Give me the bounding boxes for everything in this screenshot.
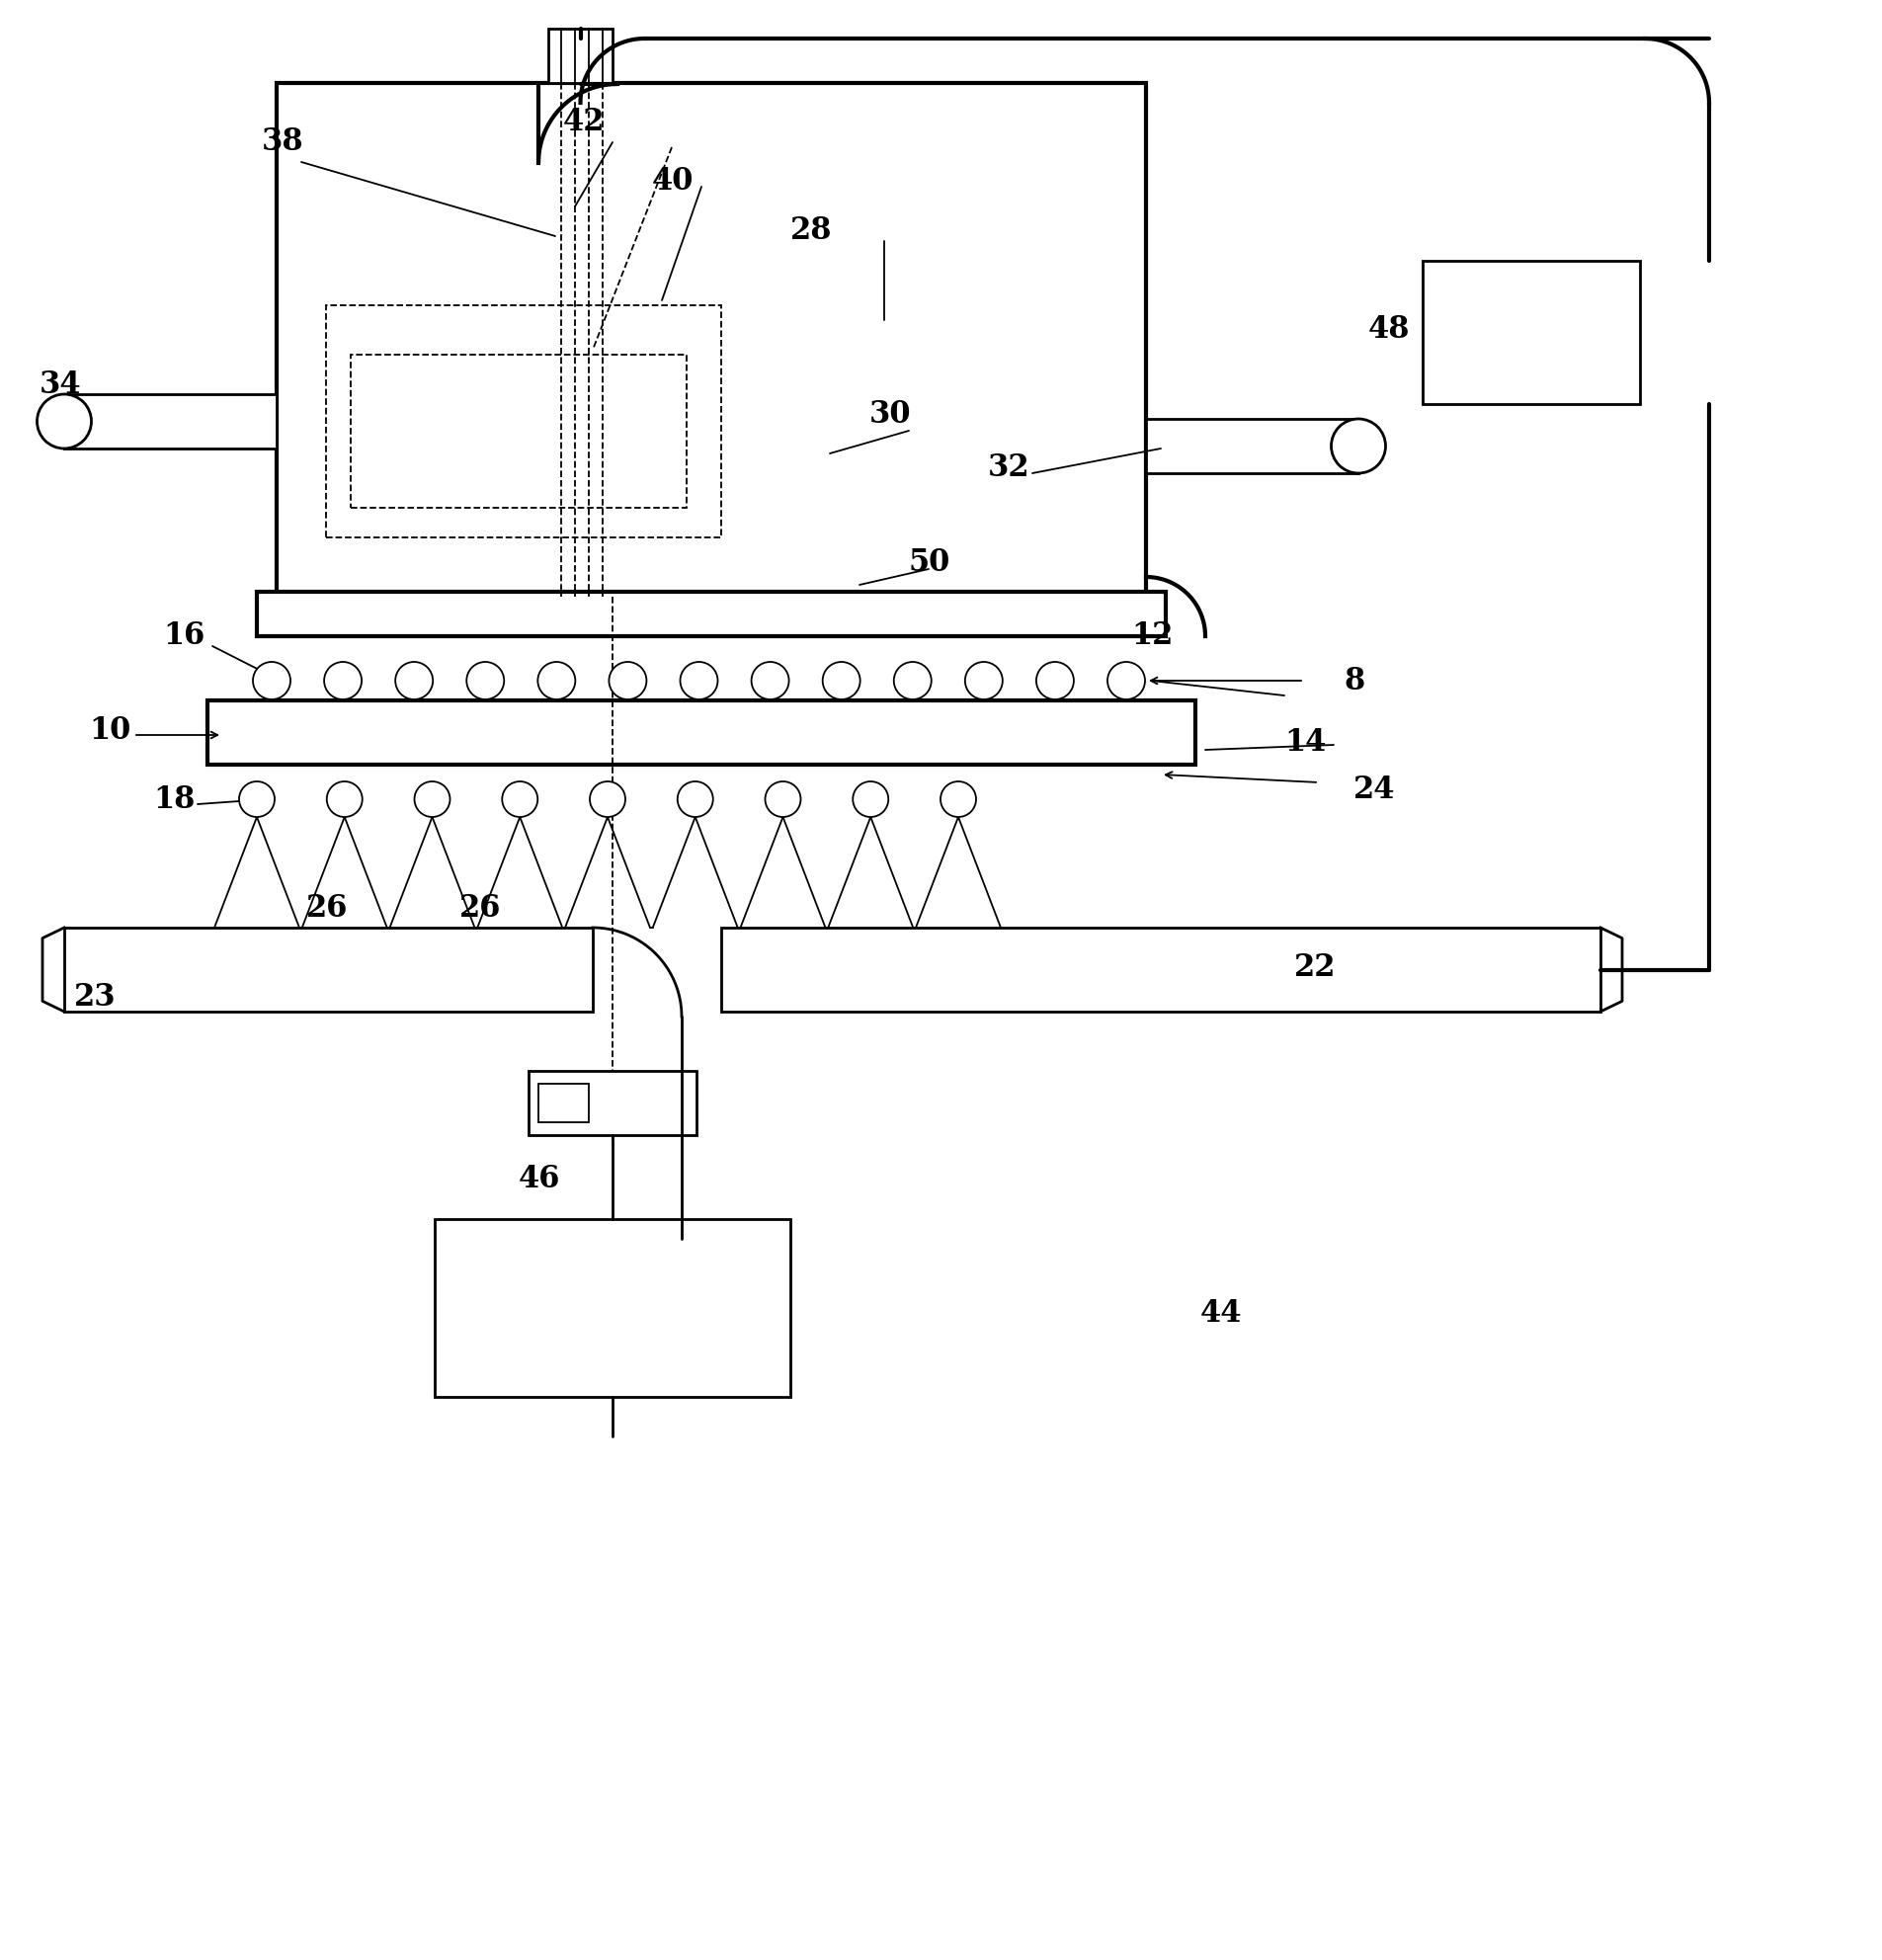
Circle shape (610, 662, 647, 700)
Circle shape (38, 394, 92, 449)
Text: 26: 26 (307, 892, 348, 923)
Circle shape (502, 782, 538, 817)
Circle shape (327, 782, 363, 817)
Text: 24: 24 (1353, 774, 1395, 806)
Circle shape (965, 662, 1003, 700)
Bar (207, 700, 1195, 764)
Text: 28: 28 (790, 216, 832, 247)
Text: 16: 16 (164, 621, 205, 651)
Text: 12: 12 (1131, 621, 1172, 651)
Circle shape (414, 782, 450, 817)
Circle shape (395, 662, 433, 700)
Text: 26: 26 (459, 892, 501, 923)
Bar (529, 1070, 696, 1135)
Circle shape (822, 662, 860, 700)
Circle shape (1107, 662, 1144, 700)
Bar (435, 1219, 790, 1397)
Text: 10: 10 (88, 715, 130, 745)
Bar (350, 355, 687, 508)
Bar (64, 927, 593, 1011)
Text: 48: 48 (1368, 316, 1410, 345)
Text: 30: 30 (869, 398, 911, 429)
Circle shape (678, 782, 713, 817)
Text: 22: 22 (1295, 953, 1336, 982)
Text: 44: 44 (1201, 1298, 1242, 1329)
Bar (256, 592, 1165, 637)
Text: 46: 46 (519, 1164, 561, 1196)
Text: 23: 23 (73, 982, 117, 1011)
Circle shape (589, 782, 625, 817)
Circle shape (853, 782, 888, 817)
Bar (64, 394, 277, 449)
Bar (277, 82, 1146, 596)
Circle shape (751, 662, 789, 700)
Text: 42: 42 (563, 108, 606, 137)
Text: 14: 14 (1284, 727, 1327, 759)
Text: 18: 18 (152, 784, 196, 815)
Bar (721, 927, 1600, 1011)
Circle shape (894, 662, 932, 700)
Text: 34: 34 (40, 368, 81, 400)
Bar (538, 1084, 589, 1123)
Text: 32: 32 (988, 453, 1029, 484)
Bar (1146, 419, 1359, 472)
Text: 50: 50 (909, 547, 950, 578)
Bar (1423, 261, 1639, 404)
Circle shape (467, 662, 504, 700)
Circle shape (941, 782, 977, 817)
Circle shape (239, 782, 275, 817)
Circle shape (766, 782, 800, 817)
Text: 8: 8 (1344, 664, 1364, 696)
Circle shape (252, 662, 290, 700)
Text: 40: 40 (651, 167, 694, 198)
Bar (548, 29, 612, 82)
Text: 38: 38 (262, 127, 303, 157)
Circle shape (1331, 419, 1385, 472)
Bar (326, 306, 721, 537)
Circle shape (1037, 662, 1075, 700)
Circle shape (679, 662, 717, 700)
Circle shape (538, 662, 576, 700)
Circle shape (324, 662, 361, 700)
